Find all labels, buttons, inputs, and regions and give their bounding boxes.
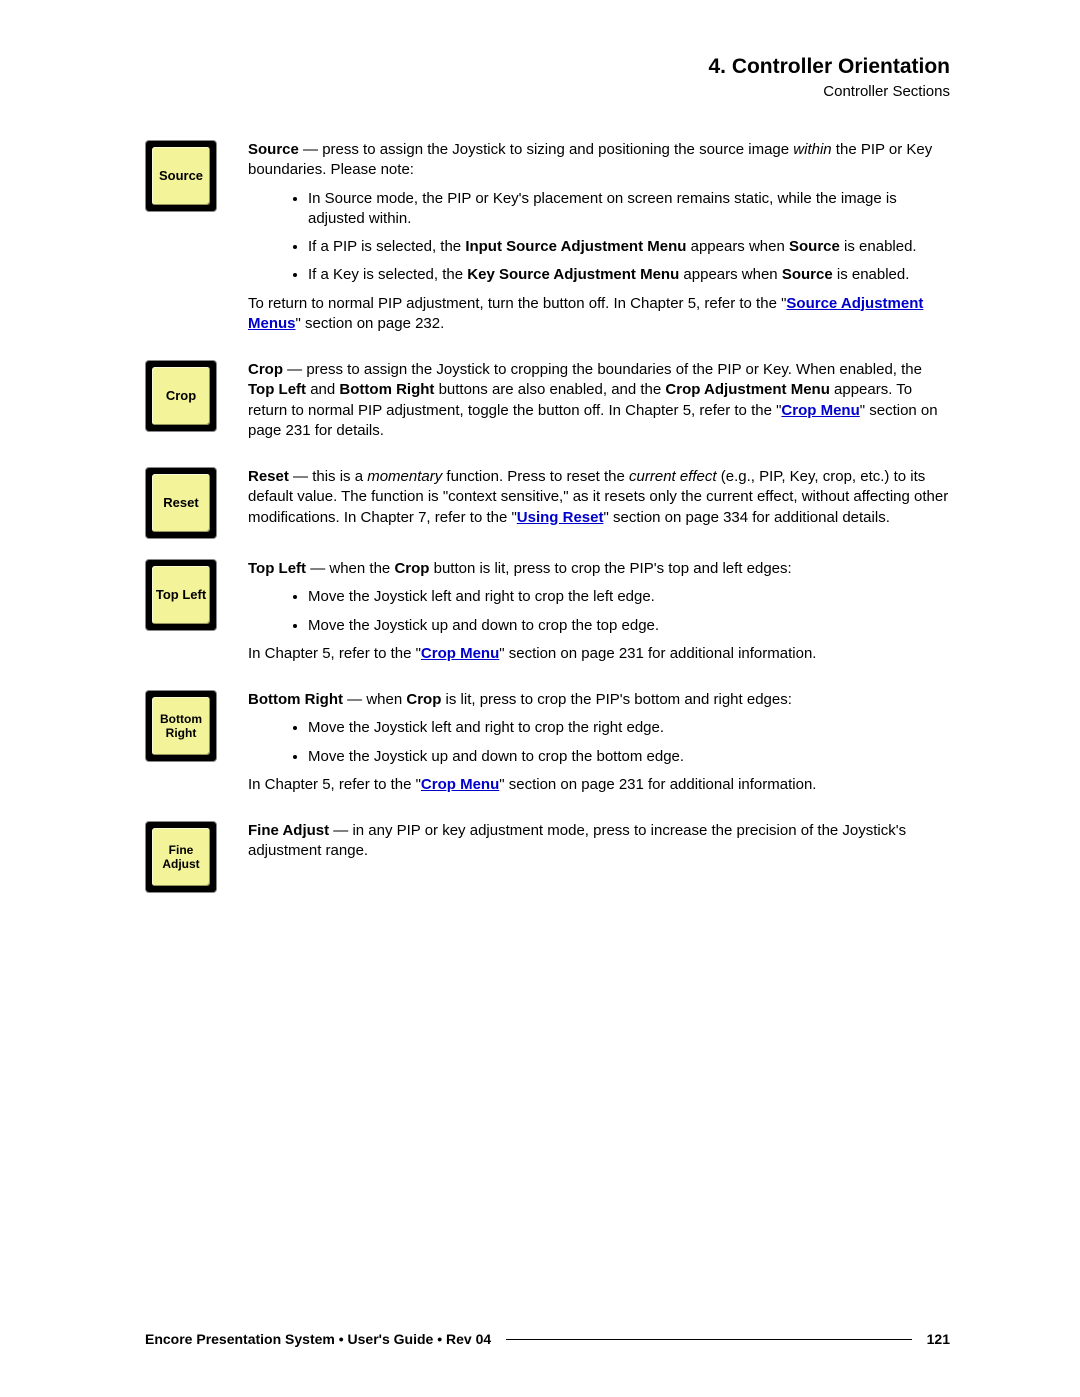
link-crop-menu[interactable]: Crop Menu	[421, 645, 499, 662]
text-bold: Source	[789, 238, 840, 255]
label: Bottom Right	[248, 691, 343, 708]
section-top-left: Top Left Top Left — when the Crop button…	[145, 559, 950, 670]
text: — in any PIP or key adjustment mode, pre…	[248, 822, 906, 859]
text-italic: within	[793, 141, 831, 158]
text: appears when	[686, 238, 789, 255]
text-bold: Bottom Right	[339, 381, 434, 398]
text-bold: Crop	[406, 691, 441, 708]
text: — when	[343, 691, 406, 708]
crop-button-graphic: Crop	[145, 360, 217, 432]
section-source: Source Source — press to assign the Joys…	[145, 140, 950, 340]
label: Reset	[248, 468, 289, 485]
text: is lit, press to crop the PIP's bottom a…	[441, 691, 792, 708]
bottom-right-button-label: Bottom Right	[152, 697, 210, 755]
text: — when the	[306, 560, 394, 577]
text: — press to assign the Joystick to croppi…	[283, 361, 922, 378]
section-bottom-right: Bottom Right Bottom Right — when Crop is…	[145, 690, 950, 801]
section-reset: Reset Reset — this is a momentary functi…	[145, 467, 950, 539]
text-bold: Source	[782, 266, 833, 283]
top-left-button-label: Top Left	[152, 566, 210, 624]
subsection-title: Controller Sections	[145, 83, 950, 100]
text: — this is a	[289, 468, 367, 485]
text: buttons are also enabled, and the	[434, 381, 665, 398]
label: Fine Adjust	[248, 822, 329, 839]
text: " section on page 231 for additional inf…	[499, 645, 816, 662]
text: " section on page 232.	[296, 315, 445, 332]
section-crop: Crop Crop — press to assign the Joystick…	[145, 360, 950, 447]
list-item: In Source mode, the PIP or Key's placeme…	[308, 189, 950, 230]
label: Top Left	[248, 560, 306, 577]
fine-adjust-text: Fine Adjust — in any PIP or key adjustme…	[248, 821, 950, 868]
text: appears when	[679, 266, 782, 283]
text: is enabled.	[840, 238, 917, 255]
crop-button-label: Crop	[152, 367, 210, 425]
footer-divider	[506, 1339, 911, 1340]
text-bold: Top Left	[248, 381, 306, 398]
section-fine-adjust: Fine Adjust Fine Adjust — in any PIP or …	[145, 821, 950, 893]
text-bold: Key Source Adjustment Menu	[467, 266, 679, 283]
footer-page-number: 121	[927, 1331, 950, 1347]
text-bold: Crop	[394, 560, 429, 577]
fine-adjust-button-graphic: Fine Adjust	[145, 821, 217, 893]
footer-doc-title: Encore Presentation System • User's Guid…	[145, 1331, 491, 1347]
reset-text: Reset — this is a momentary function. Pr…	[248, 467, 950, 534]
chapter-title: 4. Controller Orientation	[145, 55, 950, 79]
bottom-right-button-graphic: Bottom Right	[145, 690, 217, 762]
label: Source	[248, 141, 299, 158]
text: In Chapter 5, refer to the "	[248, 776, 421, 793]
document-page: 4. Controller Orientation Controller Sec…	[0, 0, 1080, 1397]
text: is enabled.	[833, 266, 910, 283]
text: " section on page 334 for additional det…	[604, 509, 890, 526]
link-crop-menu[interactable]: Crop Menu	[421, 776, 499, 793]
link-using-reset[interactable]: Using Reset	[517, 509, 604, 526]
list-item: Move the Joystick left and right to crop…	[308, 718, 950, 738]
text-italic: momentary	[367, 468, 442, 485]
list-item: Move the Joystick up and down to crop th…	[308, 747, 950, 767]
source-text: Source — press to assign the Joystick to…	[248, 140, 950, 340]
list-item: Move the Joystick up and down to crop th…	[308, 616, 950, 636]
crop-text: Crop — press to assign the Joystick to c…	[248, 360, 950, 447]
source-button-graphic: Source	[145, 140, 217, 212]
text: To return to normal PIP adjustment, turn…	[248, 295, 786, 312]
fine-adjust-button-label: Fine Adjust	[152, 828, 210, 886]
text: If a PIP is selected, the	[308, 238, 465, 255]
text: button is lit, press to crop the PIP's t…	[429, 560, 791, 577]
page-header: 4. Controller Orientation Controller Sec…	[145, 55, 950, 100]
text: If a Key is selected, the	[308, 266, 467, 283]
top-left-text: Top Left — when the Crop button is lit, …	[248, 559, 950, 670]
reset-button-graphic: Reset	[145, 467, 217, 539]
bottom-right-text: Bottom Right — when Crop is lit, press t…	[248, 690, 950, 801]
list-item: If a Key is selected, the Key Source Adj…	[308, 265, 950, 285]
source-button-label: Source	[152, 147, 210, 205]
text: In Chapter 5, refer to the "	[248, 645, 421, 662]
reset-button-label: Reset	[152, 474, 210, 532]
top-left-button-graphic: Top Left	[145, 559, 217, 631]
list-item: If a PIP is selected, the Input Source A…	[308, 237, 950, 257]
label: Crop	[248, 361, 283, 378]
text-bold: Crop Adjustment Menu	[665, 381, 829, 398]
list-item: Move the Joystick left and right to crop…	[308, 587, 950, 607]
page-footer: Encore Presentation System • User's Guid…	[145, 1331, 950, 1347]
text: function. Press to reset the	[442, 468, 629, 485]
text: and	[306, 381, 339, 398]
text: " section on page 231 for additional inf…	[499, 776, 816, 793]
text-bold: Input Source Adjustment Menu	[465, 238, 686, 255]
text: — press to assign the Joystick to sizing…	[299, 141, 793, 158]
link-crop-menu[interactable]: Crop Menu	[781, 402, 859, 419]
text-italic: current effect	[629, 468, 717, 485]
